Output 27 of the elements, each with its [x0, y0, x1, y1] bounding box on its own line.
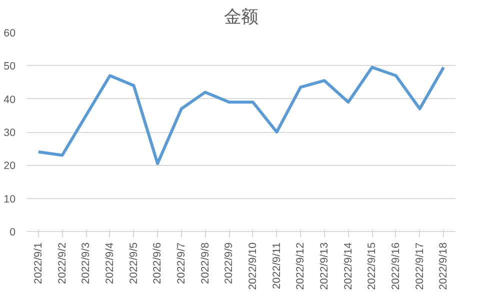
- x-tick-label: 2022/9/3: [80, 242, 92, 284]
- x-tick-label: 2022/9/16: [390, 242, 402, 290]
- x-tick-label: 2022/9/13: [318, 242, 330, 290]
- x-tick-label: 2022/9/4: [104, 242, 116, 284]
- y-tick-label: 0: [10, 226, 16, 238]
- x-tick-label: 2022/9/15: [366, 242, 378, 290]
- x-tick-label: 2022/9/14: [342, 242, 354, 290]
- x-tick-label: 2022/9/11: [270, 242, 283, 290]
- x-tick-label: 2022/9/5: [128, 242, 140, 284]
- y-tick-label: 40: [4, 94, 16, 106]
- y-tick-label: 10: [4, 193, 16, 206]
- x-tick-label: 2022/9/12: [294, 242, 307, 290]
- x-tick-label: 2022/9/18: [438, 242, 450, 290]
- y-tick-label: 50: [4, 60, 16, 73]
- x-tick-label: 2022/9/2: [56, 242, 68, 284]
- y-tick-label: 30: [4, 127, 16, 139]
- x-tick-label: 2022/9/8: [199, 242, 212, 284]
- chart-title: 金额: [224, 8, 258, 28]
- x-tick-label: 2022/9/1: [32, 242, 44, 284]
- x-tick-label: 2022/9/7: [175, 242, 188, 284]
- line-series: [36, 66, 446, 166]
- x-tick-label: 2022/9/9: [223, 242, 236, 284]
- x-tick-label: 2022/9/6: [152, 242, 164, 284]
- y-tick-label: 20: [4, 160, 16, 172]
- x-tick-label: 2022/9/17: [414, 242, 426, 290]
- x-tick-label: 2022/9/10: [246, 242, 259, 290]
- y-tick-label: 60: [4, 28, 16, 40]
